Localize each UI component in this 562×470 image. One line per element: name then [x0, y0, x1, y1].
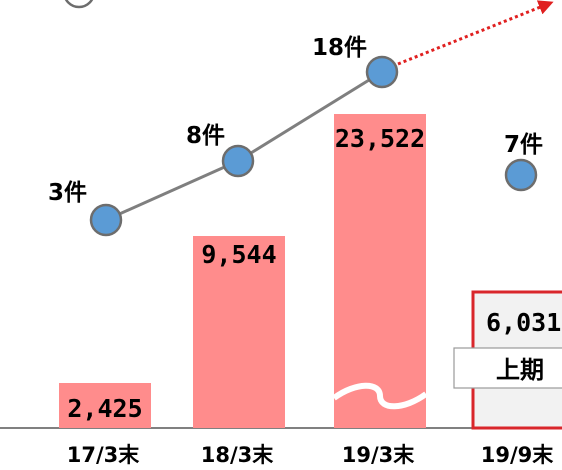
annotation-label: 上期	[496, 356, 544, 384]
bar-value-label-4: 6,031	[486, 308, 561, 337]
line-point-label-1: 3件	[48, 180, 87, 206]
line-point-1	[89, 203, 123, 237]
bar-value-label-3: 23,522	[335, 124, 425, 153]
line-segment-2	[237, 70, 383, 163]
line-point-label-2: 8件	[186, 123, 225, 149]
line-point-label-3: 18件	[312, 35, 367, 61]
line-point-4	[504, 158, 538, 192]
annotation-box	[453, 347, 562, 389]
bar-value-label-2: 9,544	[201, 240, 276, 269]
x-tick-label-2: 18/3末	[201, 443, 275, 467]
x-tick-label-4: 19/9末	[481, 443, 555, 467]
bar-3	[334, 114, 426, 428]
line-segment-1	[105, 159, 239, 222]
axis-break-wave	[332, 382, 428, 410]
bar-2	[193, 236, 285, 428]
bar-1	[59, 383, 151, 428]
line-point-2	[221, 144, 255, 178]
bar-value-label-1: 2,425	[67, 394, 142, 423]
x-tick-label-1: 17/3末	[67, 443, 141, 467]
line-point-3	[365, 55, 399, 89]
partial-marker	[64, 0, 94, 9]
line-point-label-4: 7件	[504, 132, 543, 158]
x-tick-label-3: 19/3末	[342, 443, 416, 467]
trend-arrow	[397, 0, 554, 66]
